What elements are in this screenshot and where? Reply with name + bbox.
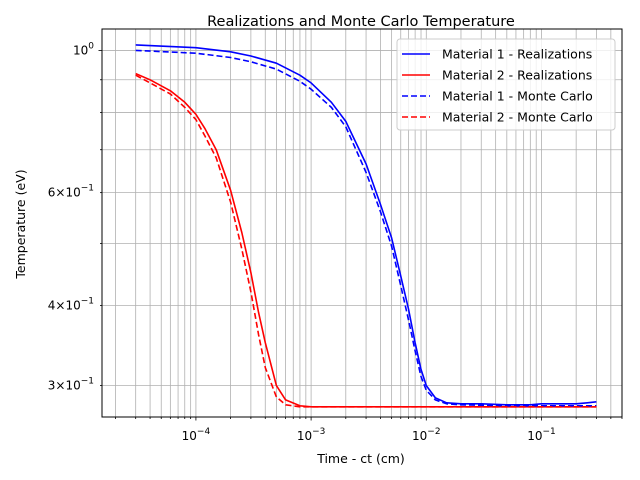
- series-lines: [135, 44, 597, 408]
- series-line-4: [135, 74, 597, 408]
- y-tick-label: 6×10−1: [48, 184, 94, 200]
- x-tick-label: 10−2: [412, 427, 441, 443]
- legend-label-4: Material 2 - Monte Carlo: [442, 110, 593, 125]
- x-tick-label: 10−1: [527, 427, 556, 443]
- legend-label-1: Material 1 - Realizations: [442, 47, 592, 62]
- y-tick-label: 4×10−1: [48, 297, 94, 313]
- x-tick-label: 10−4: [182, 427, 211, 443]
- legend-label-3: Material 1 - Monte Carlo: [442, 89, 593, 104]
- y-axis-label: Temperature (eV): [13, 169, 28, 279]
- y-tick-label: 100: [73, 41, 94, 57]
- series-line-1: [135, 44, 597, 406]
- grid-lines: [102, 29, 623, 417]
- legend: Material 1 - Realizations Material 2 - Re…: [396, 38, 616, 131]
- axes-frame: [101, 28, 623, 418]
- legend-box: [396, 38, 616, 131]
- x-axis-label: Time - ct (cm): [316, 451, 405, 466]
- y-tick-label: 3×10−1: [48, 377, 94, 393]
- tick-labels: 10−4 10−3 10−2 10−1 100 6×10−1 4×10−1 3×10−1: [48, 41, 556, 443]
- x-tick-label: 10−3: [297, 427, 326, 443]
- axis-ticks: [98, 50, 623, 421]
- series-line-3: [135, 49, 597, 407]
- chart-title: Realizations and Monte Carlo Temperature: [207, 14, 515, 30]
- legend-label-2: Material 2 - Realizations: [442, 68, 592, 83]
